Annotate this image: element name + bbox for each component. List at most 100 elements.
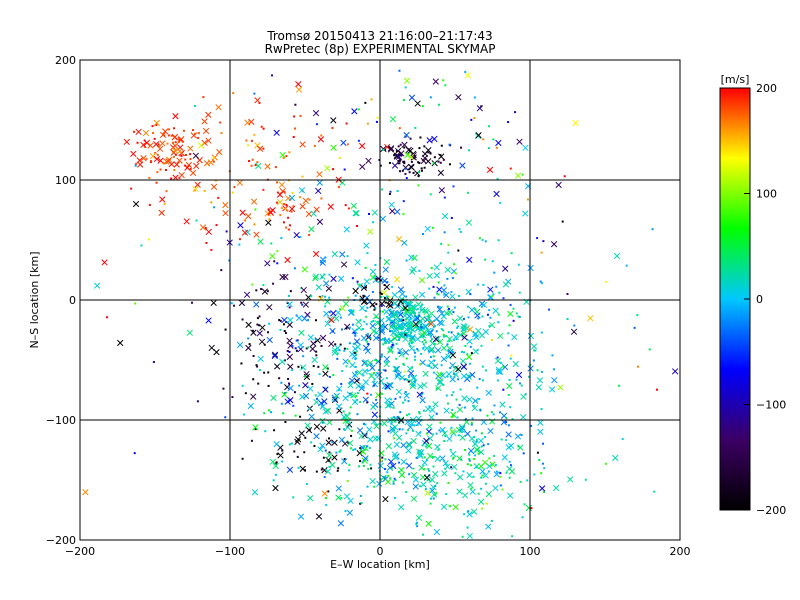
scatter-dot-marker <box>538 459 541 462</box>
scatter-dot-marker <box>418 320 421 323</box>
scatter-cross-marker <box>512 360 519 368</box>
scatter-cross-marker <box>328 316 335 324</box>
scatter-dot-marker <box>472 475 475 478</box>
scatter-dot-marker <box>455 338 458 341</box>
scatter-cross-marker <box>356 282 363 290</box>
scatter-cross-marker <box>396 347 404 354</box>
scatter-dot-marker <box>477 317 480 320</box>
scatter-cross-marker <box>222 201 229 209</box>
scatter-dot-marker <box>481 507 484 510</box>
scatter-dot-marker <box>543 491 546 494</box>
scatter-dot-marker <box>502 388 505 391</box>
scatter-dot-marker <box>339 343 342 346</box>
scatter-dot-marker <box>252 378 255 381</box>
scatter-dot-marker <box>345 327 348 330</box>
scatter-cross-marker <box>426 272 433 280</box>
scatter-dot-marker <box>460 146 463 149</box>
scatter-dot-marker <box>416 525 419 528</box>
scatter-dot-marker <box>233 186 236 189</box>
y-axis-label: N–S location [km] <box>28 251 41 348</box>
scatter-dot-marker <box>403 146 406 149</box>
scatter-cross-marker <box>340 413 348 421</box>
scatter-dot-marker <box>250 164 253 167</box>
scatter-dot-marker <box>383 341 386 344</box>
scatter-cross-marker <box>140 141 147 149</box>
scatter-dot-marker <box>347 296 350 299</box>
scatter-dot-marker <box>653 490 656 493</box>
scatter-cross-marker <box>358 385 365 392</box>
scatter-dot-marker <box>528 375 531 378</box>
scatter-dot-marker <box>484 482 487 485</box>
scatter-dot-marker <box>405 259 408 262</box>
scatter-dot-marker <box>397 304 400 307</box>
scatter-dot-marker <box>432 465 435 468</box>
scatter-cross-marker <box>463 324 470 332</box>
scatter-dot-marker <box>419 431 422 434</box>
scatter-dot-marker <box>380 295 383 298</box>
scatter-dot-marker <box>312 365 315 368</box>
scatter-cross-marker <box>272 462 279 470</box>
scatter-cross-marker <box>254 142 261 149</box>
scatter-dot-marker <box>423 456 426 459</box>
scatter-dot-marker <box>299 235 302 238</box>
scatter-cross-marker <box>411 254 418 262</box>
scatter-dot-marker <box>373 377 376 380</box>
scatter-cross-marker <box>193 162 200 170</box>
scatter-cross-marker <box>507 442 515 449</box>
scatter-cross-marker <box>553 484 560 492</box>
scatter-dot-marker <box>482 444 485 447</box>
scatter-dot-marker <box>530 424 533 427</box>
scatter-cross-marker <box>140 155 147 162</box>
scatter-cross-marker <box>398 471 406 479</box>
scatter-dot-marker <box>341 370 344 373</box>
scatter-dot-marker <box>417 450 420 453</box>
scatter-dot-marker <box>439 262 442 265</box>
scatter-cross-marker <box>406 442 413 449</box>
scatter-cross-marker <box>286 301 293 308</box>
scatter-dot-marker <box>245 139 248 142</box>
scatter-cross-marker <box>477 437 484 444</box>
scatter-cross-marker <box>324 165 331 172</box>
scatter-cross-marker <box>363 344 370 352</box>
scatter-dot-marker <box>452 456 455 459</box>
scatter-dot-marker <box>379 422 382 425</box>
scatter-cross-marker <box>442 460 449 467</box>
scatter-dot-marker <box>415 456 418 459</box>
scatter-cross-marker <box>395 322 403 330</box>
scatter-dot-marker <box>335 395 338 398</box>
scatter-dot-marker <box>433 364 436 367</box>
scatter-dot-marker <box>375 277 378 280</box>
scatter-dot-marker <box>304 375 307 378</box>
scatter-cross-marker <box>300 364 307 371</box>
scatter-dot-marker <box>427 151 430 154</box>
scatter-dot-marker <box>476 349 479 352</box>
scatter-cross-marker <box>412 294 419 301</box>
scatter-dot-marker <box>388 295 391 298</box>
scatter-dot-marker <box>429 497 432 500</box>
scatter-dot-marker <box>256 317 259 320</box>
scatter-dot-marker <box>360 502 363 505</box>
scatter-dot-marker <box>515 312 518 315</box>
scatter-dot-marker <box>373 308 376 311</box>
scatter-cross-marker <box>499 401 506 408</box>
scatter-dot-marker <box>173 127 176 130</box>
scatter-dot-marker <box>339 316 342 319</box>
scatter-cross-marker <box>265 219 272 226</box>
scatter-dot-marker <box>430 338 433 341</box>
scatter-dot-marker <box>380 304 383 307</box>
scatter-dot-marker <box>403 378 406 381</box>
scatter-cross-marker <box>397 286 405 293</box>
scatter-dot-marker <box>373 485 376 488</box>
scatter-cross-marker <box>432 78 439 85</box>
scatter-dot-marker <box>263 371 266 374</box>
scatter-cross-marker <box>205 137 212 144</box>
scatter-cross-marker <box>284 256 291 264</box>
scatter-dot-marker <box>400 319 403 322</box>
scatter-cross-marker <box>315 187 322 195</box>
scatter-cross-marker <box>257 355 264 363</box>
scatter-cross-marker <box>331 439 338 446</box>
scatter-cross-marker <box>421 381 428 389</box>
scatter-cross-marker <box>408 164 415 171</box>
scatter-cross-marker <box>304 422 311 429</box>
colorbar-tick-label: 0 <box>756 293 763 306</box>
